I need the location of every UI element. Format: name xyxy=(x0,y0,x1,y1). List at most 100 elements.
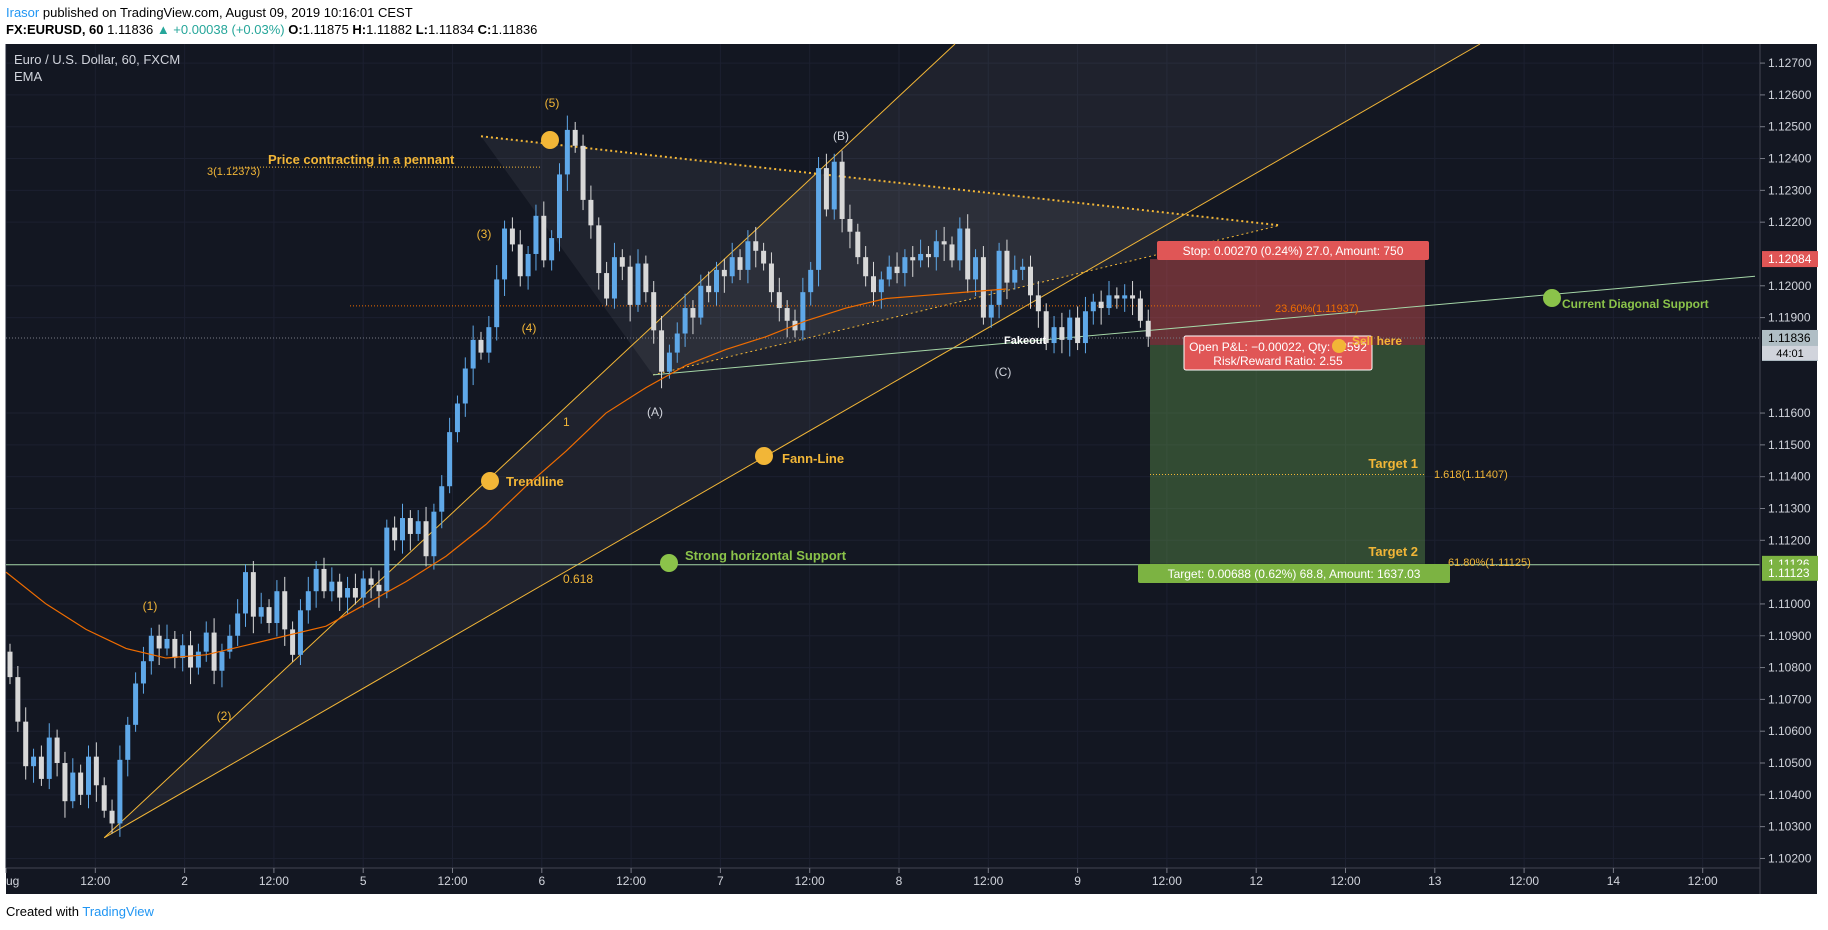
time-tick-label: 12:00 xyxy=(973,874,1003,888)
annotation-label: Target 1 xyxy=(1368,456,1418,471)
candle-up xyxy=(329,581,335,592)
candle-down xyxy=(101,785,107,811)
candle-down xyxy=(368,578,374,585)
candle-down xyxy=(321,568,327,592)
pennant-upper xyxy=(480,135,1281,227)
price-tag xyxy=(1762,564,1818,581)
candle-down xyxy=(894,266,900,274)
candle-up xyxy=(714,269,719,293)
footer: Created with TradingView xyxy=(6,904,154,919)
candle-up xyxy=(345,588,351,598)
candle-down xyxy=(768,263,774,293)
candle-down xyxy=(290,629,296,655)
candle-up xyxy=(494,279,500,328)
annotation-label: Current Diagonal Support xyxy=(1562,297,1709,311)
close-label: C: xyxy=(477,22,492,37)
candle-up xyxy=(313,568,319,592)
annotation-label: 61.80%(1.11125) xyxy=(1448,557,1531,569)
candle-up xyxy=(564,129,570,175)
candle-up xyxy=(462,368,468,404)
price-tag-label: 1.11123 xyxy=(1768,566,1810,580)
publish-info: Irasor published on TradingView.com, Aug… xyxy=(6,5,413,20)
price-tag xyxy=(1762,251,1818,268)
price-tick-label: 1.12300 xyxy=(1768,183,1812,197)
candle-down xyxy=(1004,250,1010,283)
candle-up xyxy=(557,174,562,239)
sell-marker xyxy=(1332,339,1346,353)
candle-series xyxy=(5,115,1151,837)
time-tick-label: 12:00 xyxy=(259,874,289,888)
annotation-label: (3) xyxy=(477,227,492,241)
price-tick-label: 1.12600 xyxy=(1768,88,1812,102)
countdown-bg xyxy=(1762,345,1818,360)
candle-down xyxy=(1075,317,1081,344)
annotation-label: Sell here xyxy=(1352,334,1402,348)
candle-down xyxy=(266,607,272,624)
candle-down xyxy=(337,581,343,598)
time-tick-label: 12:00 xyxy=(1688,874,1718,888)
candle-down xyxy=(1137,298,1143,321)
annotation-label: (B) xyxy=(833,129,849,143)
candle-up xyxy=(227,635,233,652)
time-tick-label: 12:00 xyxy=(1509,874,1539,888)
time-axis[interactable]: ug 12:00 2 12:00 5 12:00 6 12:00 7 12:00 8 12:00 9 12… xyxy=(5,867,1760,888)
candle-up xyxy=(1106,295,1112,309)
publish-text: published on TradingView.com, August 09,… xyxy=(42,5,413,20)
candle-up xyxy=(133,683,139,725)
candle-down xyxy=(517,244,523,277)
candle-down xyxy=(863,257,869,277)
candle-down xyxy=(1028,266,1033,296)
candle-up xyxy=(46,737,52,779)
time-tick-label: 12:00 xyxy=(1152,874,1182,888)
candle-up xyxy=(988,304,994,318)
candle-up xyxy=(1122,295,1128,299)
candle-down xyxy=(823,168,829,210)
candle-up xyxy=(274,591,280,624)
created-with-text: Created with xyxy=(6,904,79,919)
candle-up xyxy=(918,253,924,261)
candle-up xyxy=(729,257,735,277)
candle-up xyxy=(878,279,884,293)
candle-up xyxy=(1012,269,1018,283)
legend-title: Euro / U.S. Dollar, 60, FXCM xyxy=(14,52,180,67)
annotation-label: Target 2 xyxy=(1368,544,1418,559)
candle-up xyxy=(674,333,680,353)
candle-up xyxy=(31,756,37,767)
tradingview-logo[interactable]: TradingView xyxy=(82,904,154,919)
candle-down xyxy=(596,225,602,274)
annotation-label: (2) xyxy=(217,709,232,723)
candle-down xyxy=(423,521,429,557)
price-axis[interactable]: 1.12700 1.12600 1.12500 1.12400 1.12300 1.122… xyxy=(1759,44,1818,894)
candle-down xyxy=(761,250,767,264)
candle-up xyxy=(886,266,892,280)
author-link[interactable]: Irasor xyxy=(6,5,40,20)
candle-up xyxy=(1090,301,1096,312)
candle-down xyxy=(1043,311,1049,344)
time-tick-label: 12 xyxy=(1250,874,1264,888)
candle-up xyxy=(203,632,209,652)
time-tick-label: 13 xyxy=(1428,874,1442,888)
target-zone xyxy=(1150,344,1425,564)
candle-down xyxy=(619,257,625,267)
candle-down xyxy=(7,651,13,678)
candle-up xyxy=(195,651,201,668)
annotation-label: (4) xyxy=(522,321,537,335)
annotation-label: 1 xyxy=(563,415,570,429)
candle-up xyxy=(1020,266,1026,270)
candle-down xyxy=(172,638,178,659)
annotation-label: Trendline xyxy=(506,474,564,489)
candle-down xyxy=(1098,301,1104,309)
time-tick-label: ug xyxy=(6,874,19,888)
time-tick-label: 14 xyxy=(1607,874,1621,888)
candle-up xyxy=(140,661,146,684)
price-tick-label: 1.12500 xyxy=(1768,120,1812,134)
candle-up xyxy=(666,352,672,372)
candle-down xyxy=(871,276,876,293)
annotation-label: Stop: 0.00270 (0.24%) 27.0, Amount: 750 xyxy=(1183,244,1404,258)
price-chart[interactable]: Euro / U.S. Dollar, 60, FXCM EMA Price con… xyxy=(0,0,1828,900)
candle-down xyxy=(737,257,743,270)
last-price: 1.11836 xyxy=(107,22,154,37)
candle-up xyxy=(219,651,225,671)
pnl-label-bg xyxy=(1183,335,1373,371)
candle-up xyxy=(525,253,531,277)
